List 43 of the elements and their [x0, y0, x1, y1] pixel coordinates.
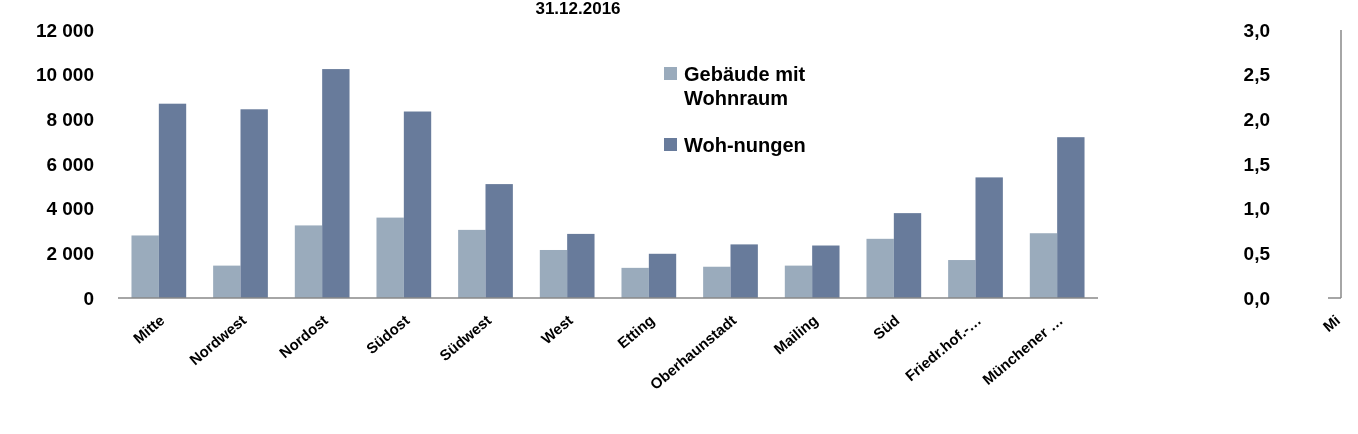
bar	[376, 217, 404, 298]
bar	[866, 238, 894, 298]
y-tick-label: 6 000	[46, 153, 94, 175]
y-tick-label: 2,5	[1243, 64, 1271, 86]
bar	[539, 249, 568, 298]
bar	[240, 109, 268, 298]
bar	[703, 266, 731, 298]
bar	[784, 265, 813, 298]
y-tick-label: 1,0	[1243, 198, 1270, 220]
bar	[213, 265, 241, 298]
bar	[730, 244, 758, 298]
bar	[131, 235, 159, 298]
bar	[158, 103, 187, 298]
legend-label: Gebäude mit Wohnraum	[684, 63, 806, 109]
y-tick-label: 0,0	[1243, 287, 1270, 309]
y-tick-label: 0	[83, 287, 94, 309]
y-tick-label: 12 000	[35, 19, 94, 41]
y-tick-label: 2 000	[46, 242, 94, 264]
bar	[948, 260, 976, 298]
y-tick-label: 8 000	[46, 108, 94, 130]
y-tick-label: 0,5	[1243, 242, 1271, 264]
x-tick-label: Süd	[869, 311, 903, 343]
bar	[294, 225, 323, 298]
y-tick-label: 2,0	[1243, 108, 1270, 130]
bar	[975, 177, 1003, 298]
bar	[812, 245, 840, 298]
y-tick-label: 4 000	[46, 198, 94, 220]
bar	[1029, 233, 1058, 298]
bar	[322, 69, 350, 298]
bar	[567, 233, 595, 298]
bar	[1057, 137, 1085, 298]
y-tick-label: 10 000	[35, 64, 94, 86]
y-tick-label: 1,5	[1243, 153, 1271, 175]
y-tick-label: 3,0	[1243, 19, 1270, 41]
x-tick-label: Mi	[1319, 311, 1344, 336]
legend-label: Woh-nungen	[684, 134, 806, 156]
bar	[648, 253, 677, 298]
bar	[403, 111, 432, 298]
bar	[458, 229, 486, 298]
bar	[893, 213, 922, 298]
chart-title: 31.12.2016	[535, 0, 621, 18]
bar	[485, 184, 513, 298]
bar	[621, 267, 649, 298]
